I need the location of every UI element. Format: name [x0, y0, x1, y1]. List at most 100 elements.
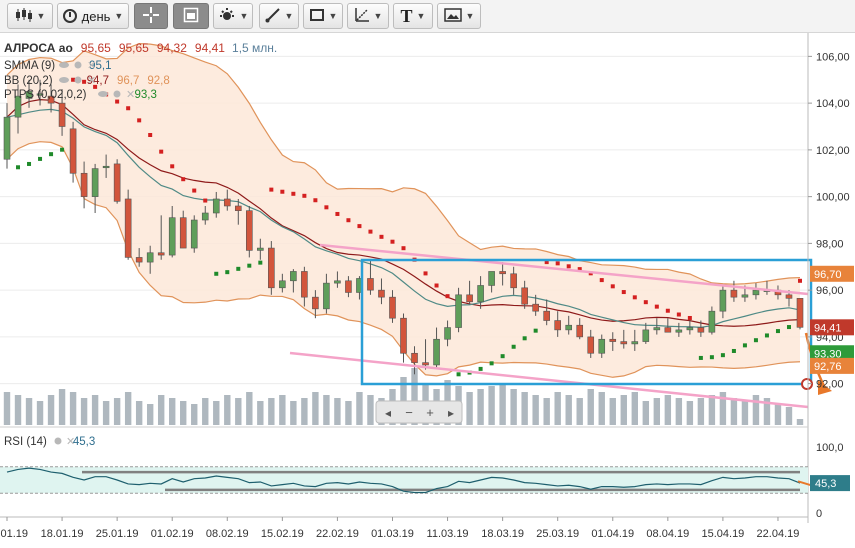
candle-body[interactable] [246, 210, 253, 251]
candle-body[interactable] [91, 168, 99, 197]
candle-body[interactable] [102, 165, 110, 169]
candle-body[interactable] [609, 338, 617, 342]
shape-button[interactable]: ▼ [303, 3, 343, 29]
candle-body[interactable] [719, 289, 727, 312]
candle-body[interactable] [741, 294, 749, 298]
scroll-navigator[interactable]: ◂ − + ▸ [375, 400, 463, 424]
candle-body[interactable] [36, 93, 44, 96]
candle-body[interactable] [697, 327, 705, 333]
zoom-out-button[interactable]: − [405, 405, 413, 420]
close-icon[interactable]: ✕ [66, 436, 75, 448]
close-icon[interactable]: ✕ [87, 75, 96, 87]
candle-body[interactable] [168, 217, 176, 256]
candle-body[interactable] [796, 298, 804, 328]
candle-body[interactable] [477, 285, 484, 303]
candle-body[interactable] [554, 320, 561, 331]
candle-body[interactable] [234, 205, 242, 211]
candle-body[interactable] [587, 336, 595, 354]
fibonacci-button[interactable]: ▼ [347, 3, 389, 29]
eye-icon[interactable] [98, 91, 108, 97]
candle-body[interactable] [433, 338, 440, 366]
image-button[interactable]: ▼ [437, 3, 481, 29]
chart-svg[interactable]: 106,00104,00102,00100,0098,0096,0094,009… [0, 33, 855, 543]
gear-icon[interactable] [54, 437, 62, 445]
candle-body[interactable] [455, 294, 462, 328]
candle-body[interactable] [620, 341, 628, 345]
candle-body[interactable] [532, 303, 539, 312]
candle-body[interactable] [444, 327, 451, 340]
candle-body[interactable] [113, 163, 121, 202]
candle-body[interactable] [334, 280, 341, 284]
candle-body[interactable] [257, 247, 264, 251]
candle-body[interactable] [785, 294, 793, 299]
candle-body[interactable] [499, 271, 506, 275]
candle-body[interactable] [400, 317, 407, 354]
candle-body[interactable] [212, 198, 220, 214]
candle-body[interactable] [279, 280, 286, 289]
candle-body[interactable] [642, 329, 650, 342]
candle-body[interactable] [14, 95, 22, 118]
candle-body[interactable] [157, 252, 165, 256]
draw-line-button[interactable]: ▼ [259, 3, 299, 29]
chart-area[interactable]: 106,00 104,00 102,00 100,00 98,00 96,00 94,00 9… [0, 33, 855, 543]
period-button[interactable]: день ▼ [57, 3, 129, 29]
candle-body[interactable] [664, 327, 672, 333]
candle-body[interactable] [69, 128, 77, 174]
candle-body[interactable] [312, 296, 319, 310]
candle-body[interactable] [598, 338, 606, 354]
candle-body[interactable] [190, 219, 198, 249]
candle-body[interactable] [521, 287, 528, 305]
candle-body[interactable] [345, 280, 352, 293]
candle-body[interactable] [752, 289, 760, 296]
candle-body[interactable] [135, 257, 143, 263]
scroll-right-button[interactable]: ▸ [448, 406, 454, 420]
candle-body[interactable] [201, 212, 209, 221]
candle-body[interactable] [124, 198, 132, 258]
upper-trend-line[interactable] [319, 243, 809, 296]
candle-body[interactable] [411, 352, 418, 363]
candle-body[interactable] [631, 341, 639, 345]
candle-body[interactable] [146, 252, 154, 263]
candle-body[interactable] [223, 198, 231, 207]
candlesticks[interactable] [3, 79, 804, 375]
candle-body[interactable] [367, 278, 374, 291]
candle-body[interactable] [179, 217, 187, 249]
candle-body[interactable] [301, 271, 308, 298]
crosshair-button[interactable] [134, 3, 168, 29]
eye-icon[interactable] [59, 77, 69, 83]
indicators-button[interactable]: ▼ [213, 3, 253, 29]
candle-body[interactable] [378, 289, 385, 298]
candle-body[interactable] [565, 324, 573, 331]
candle-body[interactable] [268, 247, 275, 289]
candle-body[interactable] [290, 271, 297, 282]
candle-body[interactable] [686, 327, 694, 331]
candle-body[interactable] [675, 329, 683, 333]
candle-body[interactable] [466, 294, 473, 303]
zoom-in-button[interactable]: + [426, 405, 434, 420]
lower-trend-line[interactable] [289, 351, 809, 409]
candle-body[interactable] [488, 271, 495, 286]
rsi-pane[interactable]: RSI (14) 45,3 ✕ [0, 426, 808, 448]
candle-body[interactable] [708, 310, 716, 333]
candle-body[interactable] [576, 324, 584, 338]
frame-button[interactable] [173, 3, 209, 29]
candle-body[interactable] [543, 310, 550, 321]
candle-body[interactable] [3, 116, 11, 160]
gear-icon[interactable] [74, 61, 82, 69]
candle-body[interactable] [730, 289, 738, 298]
gear-icon[interactable] [74, 76, 82, 84]
candle-body[interactable] [25, 91, 33, 99]
close-icon[interactable]: ✕ [126, 89, 135, 101]
candle-body[interactable] [422, 362, 429, 366]
candle-body[interactable] [323, 282, 330, 310]
gear-icon[interactable] [113, 90, 121, 98]
candle-body[interactable] [80, 172, 88, 197]
close-icon[interactable]: ✕ [87, 60, 96, 72]
scroll-left-button[interactable]: ◂ [385, 406, 391, 420]
text-tool-button[interactable]: T ▼ [393, 3, 433, 29]
candle-body[interactable] [510, 273, 517, 289]
candle-body[interactable] [653, 327, 661, 331]
candle-body[interactable] [47, 95, 55, 104]
candle-body[interactable] [58, 102, 66, 127]
chart-type-button[interactable]: ▼ [7, 3, 53, 29]
